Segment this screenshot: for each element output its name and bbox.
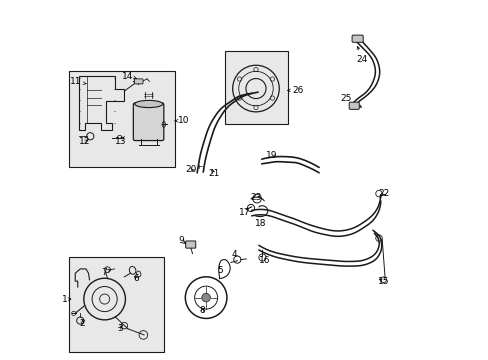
Text: 20: 20 — [185, 166, 197, 175]
Text: 22: 22 — [377, 189, 388, 198]
Bar — [224, 51, 287, 125]
Text: 21: 21 — [208, 169, 219, 178]
Text: 6: 6 — [133, 274, 139, 283]
FancyBboxPatch shape — [134, 79, 142, 84]
Text: 3: 3 — [117, 324, 122, 333]
Text: 12: 12 — [79, 138, 90, 147]
Text: 4: 4 — [231, 250, 237, 259]
FancyBboxPatch shape — [348, 102, 359, 109]
Bar — [69, 71, 174, 167]
Text: 10: 10 — [175, 116, 189, 125]
Text: 24: 24 — [356, 46, 367, 64]
Bar — [69, 257, 163, 352]
Text: 15: 15 — [377, 276, 388, 285]
Text: 1: 1 — [61, 294, 71, 303]
Text: 18: 18 — [254, 219, 266, 228]
Text: 5: 5 — [217, 266, 223, 275]
Text: 9: 9 — [179, 237, 185, 246]
Text: 11: 11 — [69, 77, 86, 86]
Text: 19: 19 — [265, 151, 277, 160]
Text: 26: 26 — [287, 86, 303, 95]
FancyBboxPatch shape — [133, 103, 163, 140]
Text: 8: 8 — [199, 306, 204, 315]
Text: 2: 2 — [80, 319, 85, 328]
Text: 25: 25 — [339, 94, 361, 107]
Ellipse shape — [135, 100, 163, 108]
FancyBboxPatch shape — [185, 241, 195, 248]
Text: 17: 17 — [238, 208, 250, 217]
Text: 23: 23 — [250, 193, 262, 202]
Text: 16: 16 — [258, 256, 269, 265]
Circle shape — [202, 293, 210, 302]
FancyBboxPatch shape — [351, 35, 363, 42]
Text: 7: 7 — [101, 268, 110, 277]
Text: 14: 14 — [122, 72, 136, 81]
Text: 13: 13 — [115, 138, 126, 147]
